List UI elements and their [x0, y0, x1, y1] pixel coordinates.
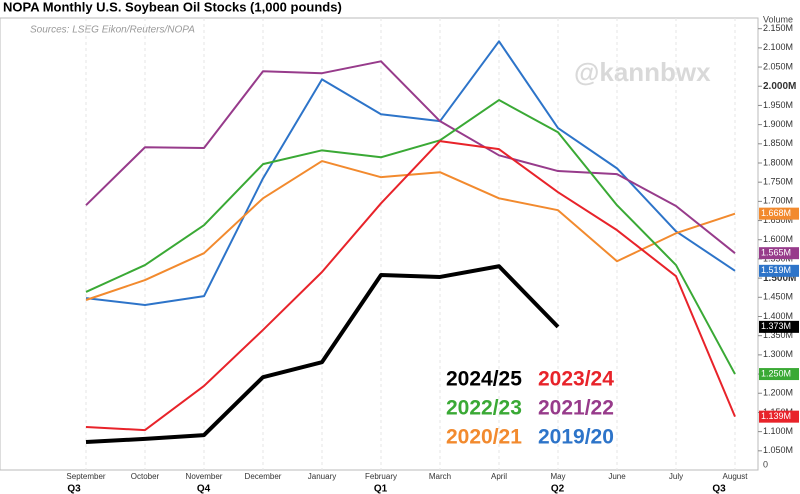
y-tick-label: 1.450M — [763, 292, 793, 302]
legend-entry: 2022/23 — [446, 397, 522, 420]
y-tick-label: 1.750M — [763, 177, 793, 187]
quarter-label: Q4 — [197, 484, 211, 494]
legend-entry: 2024/25 — [446, 368, 522, 391]
value-label-box — [759, 247, 799, 260]
y-tick-label: 1.600M — [763, 234, 793, 244]
quarter-label: Q3 — [67, 484, 81, 494]
value-label-box — [759, 368, 799, 381]
quarter-label: Q3 — [712, 484, 726, 494]
x-tick-label: October — [131, 472, 160, 481]
y-tick-label: 2.150M — [763, 23, 793, 33]
watermark: @kannbwx — [574, 57, 711, 87]
y-tick-label: 1.800M — [763, 157, 793, 167]
value-label: 1.373M — [761, 321, 791, 331]
series-line — [85, 264, 560, 444]
quarter-label: Q1 — [374, 484, 388, 494]
value-label: 1.565M — [761, 248, 791, 258]
y-tick-label: 1.700M — [763, 196, 793, 206]
value-label: 1.519M — [761, 265, 791, 275]
x-tick-label: April — [491, 472, 507, 481]
x-tick-label: July — [669, 472, 683, 481]
value-label: 1.668M — [761, 208, 791, 218]
y-axis-label: Volume — [763, 14, 793, 24]
x-tick-label: December — [245, 472, 282, 481]
series-line — [85, 60, 736, 254]
legend-entry: 2020/21 — [446, 426, 522, 449]
value-label: 1.250M — [761, 368, 791, 378]
y-tick-label: 1.300M — [763, 349, 793, 359]
y-tick-label: 1.050M — [763, 445, 793, 455]
y-tick-label: 1.650M — [763, 215, 793, 225]
value-label-box — [759, 207, 799, 220]
x-tick-label: September — [66, 472, 105, 481]
x-tick-label: January — [308, 472, 336, 481]
series-line — [85, 99, 736, 375]
plot-frame — [0, 17, 759, 471]
value-label-box — [759, 264, 799, 277]
value-label: 1.139M — [761, 411, 791, 421]
y-tick-label: 1.350M — [763, 330, 793, 340]
y-tick-label: 1.950M — [763, 100, 793, 110]
y-tick-label: 1.900M — [763, 119, 793, 129]
quarter-label: Q2 — [551, 484, 565, 494]
y-tick-label: 2.050M — [763, 61, 793, 71]
y-tick-label: 1.400M — [763, 311, 793, 321]
chart-subtitle: Sources: LSEG Eikon/Reuters/NOPA — [30, 25, 195, 36]
y-tick-label: 1.500M — [763, 273, 796, 284]
x-tick-label: June — [608, 472, 626, 481]
legend-entry: 2019/20 — [538, 426, 614, 449]
chart-title: NOPA Monthly U.S. Soybean Oil Stocks (1,… — [3, 0, 342, 14]
series-line — [85, 140, 736, 432]
x-tick-label: August — [723, 472, 749, 481]
legend-entry: 2023/24 — [538, 368, 614, 391]
y-tick-label: 2.000M — [763, 81, 796, 92]
y-tick-label: 2.100M — [763, 42, 793, 52]
x-tick-label: February — [365, 472, 397, 481]
series-line — [85, 160, 736, 301]
y-axis-floor-label: 0 — [763, 459, 768, 469]
value-label-box — [759, 410, 799, 423]
x-tick-label: March — [429, 472, 451, 481]
value-label-box — [759, 320, 799, 333]
x-tick-label: May — [550, 472, 565, 481]
y-tick-label: 1.100M — [763, 426, 793, 436]
y-tick-label: 1.200M — [763, 388, 793, 398]
legend-entry: 2021/22 — [538, 397, 614, 420]
y-tick-label: 1.850M — [763, 138, 793, 148]
x-tick-label: November — [186, 472, 223, 481]
